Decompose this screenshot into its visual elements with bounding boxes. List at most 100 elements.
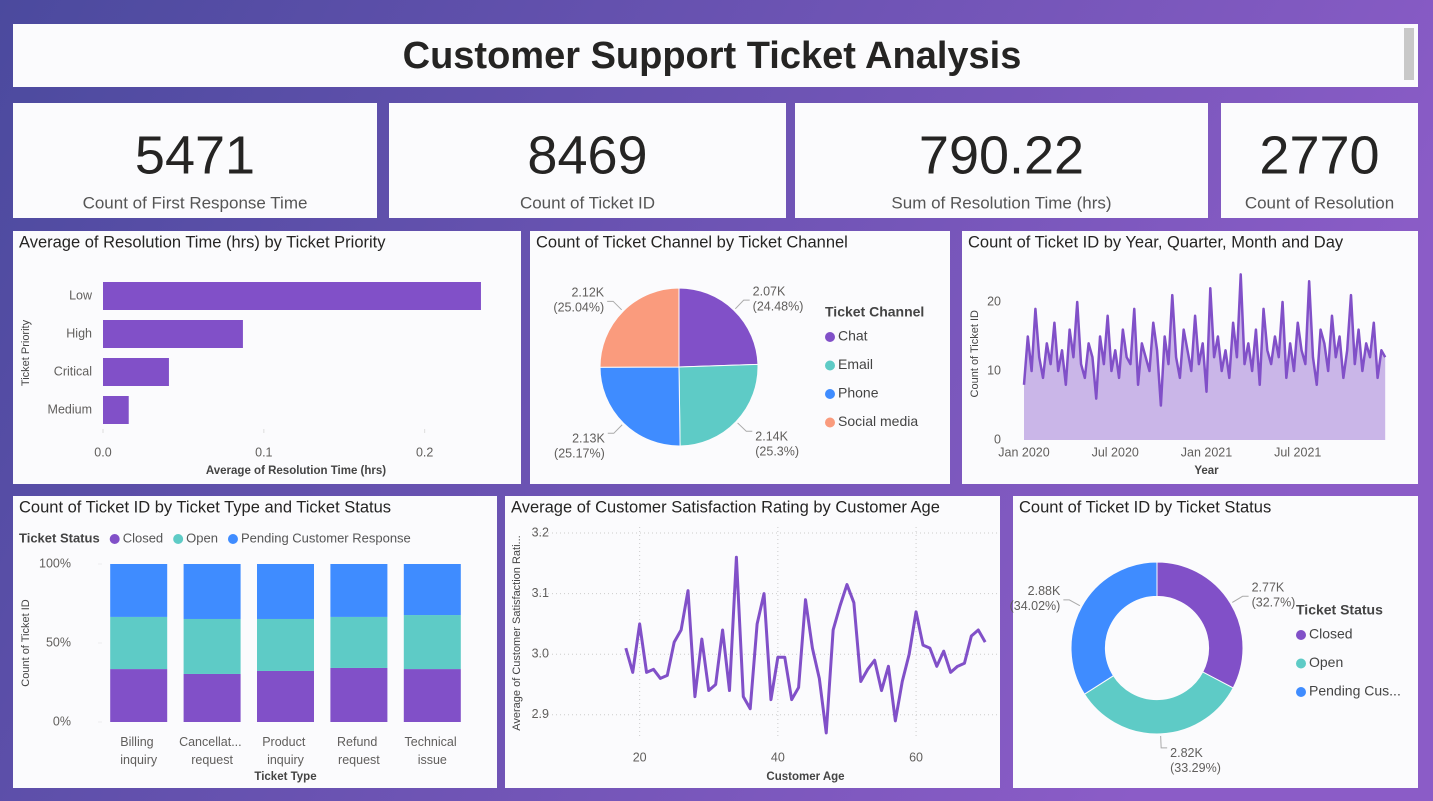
legend-label: Closed [1309, 626, 1353, 642]
bar-segment [403, 564, 461, 616]
data-label: 2.88K [1028, 584, 1061, 598]
y-tick-label: High [66, 326, 92, 340]
kpi-value: 2770 [1259, 125, 1379, 185]
legend-title: Ticket Channel [825, 304, 924, 320]
x-tick-label: Jul 2021 [1274, 445, 1321, 459]
kpi-label: Count of First Response Time [83, 193, 308, 212]
legend-marker [825, 332, 835, 342]
title-panel [13, 24, 1418, 87]
y-tick-label: 0 [994, 432, 1001, 446]
bar [103, 282, 481, 310]
data-label: (25.04%) [553, 301, 604, 315]
chart-title: Count of Ticket ID by Ticket Type and Ti… [19, 498, 391, 516]
bar-segment [257, 670, 314, 722]
chart-panel [13, 231, 521, 484]
y-tick-label: 10 [987, 363, 1001, 377]
bar-segment [183, 564, 241, 619]
bar-segment [110, 616, 168, 670]
scrollbar[interactable] [1404, 28, 1414, 80]
kpi-card [1221, 103, 1418, 218]
y-tick-label: 0% [53, 714, 71, 728]
legend-title: Ticket Status [1296, 602, 1383, 618]
pie-slice [678, 363, 759, 447]
legend-label: Chat [838, 328, 868, 344]
pie-slice [1070, 561, 1158, 695]
leader-line [607, 424, 623, 434]
bar [103, 396, 129, 424]
chart-panel [505, 496, 1000, 788]
data-label: 2.14K [755, 430, 788, 444]
x-tick-label: 0.1 [255, 445, 272, 459]
y-tick-label: Low [69, 288, 93, 302]
x-tick-label: 40 [771, 750, 785, 764]
legend-marker [1296, 658, 1306, 669]
bar-segment [257, 618, 314, 671]
y-axis-label: Count of Ticket ID [969, 310, 981, 397]
kpi-card [13, 103, 377, 218]
x-tick-label: Jan 2020 [998, 445, 1049, 459]
x-tick-label: Cancellat... request [179, 735, 245, 767]
x-tick-label: Jan 2021 [1181, 445, 1232, 459]
bar-segment [330, 564, 388, 617]
legend-title: Ticket Status [19, 530, 100, 545]
kpi-value: 5471 [135, 125, 255, 185]
chart-title: Average of Resolution Time (hrs) by Tick… [19, 233, 386, 251]
legend-marker [825, 360, 835, 371]
data-label: 2.13K [572, 432, 605, 446]
x-tick-label: Jul 2020 [1092, 445, 1139, 459]
x-tick-label: Product inquiry [262, 735, 309, 767]
pie-slice [599, 287, 680, 368]
area [1024, 274, 1386, 440]
legend-label: Pending Cus... [1309, 683, 1401, 699]
data-label: (33.29%) [1170, 761, 1221, 775]
legend-marker [173, 534, 184, 544]
kpi-label: Count of Resolution [1245, 193, 1394, 212]
x-tick-label: 0.2 [416, 445, 433, 459]
y-tick-label: 2.9 [532, 707, 549, 721]
x-tick-label: 60 [909, 750, 923, 764]
data-label: (32.7%) [1252, 596, 1296, 610]
legend-marker [1296, 630, 1306, 640]
leader-line [737, 422, 753, 432]
y-tick-label: 3.1 [532, 586, 549, 600]
leader-line [734, 299, 750, 310]
x-axis-label: Ticket Type [254, 771, 316, 783]
y-tick-label: Critical [54, 364, 92, 378]
x-axis-label: Average of Resolution Time (hrs) [206, 465, 386, 477]
data-label: (25.3%) [755, 445, 799, 459]
line [1022, 273, 1387, 407]
legend-marker [109, 534, 120, 544]
data-label: 2.77K [1252, 581, 1285, 595]
data-label: 2.82K [1170, 746, 1203, 760]
chart-title: Count of Ticket ID by Ticket Status [1019, 498, 1271, 516]
legend-label: Email [838, 356, 873, 372]
x-axis-label: Customer Age [766, 771, 844, 783]
legend-label: Closed [123, 530, 163, 545]
legend-marker [1296, 687, 1306, 697]
x-tick-label: Refund request [337, 735, 381, 767]
bar-segment [403, 615, 461, 670]
x-tick-label: Billing inquiry [120, 735, 158, 767]
data-label: (34.02%) [1010, 599, 1061, 613]
page-title: Customer Support Ticket Analysis [403, 35, 1022, 77]
legend-marker [227, 534, 238, 544]
pie-slice [678, 287, 759, 368]
leader-line [1232, 595, 1249, 603]
bar-segment [330, 616, 388, 668]
kpi-card [389, 103, 786, 218]
bar-segment [403, 669, 461, 722]
data-label: (24.48%) [753, 299, 804, 313]
bar-segment [183, 618, 241, 674]
x-axis-label: Year [1194, 465, 1219, 477]
y-tick-label: 50% [46, 635, 71, 649]
x-tick-label: 20 [633, 750, 647, 764]
kpi-value: 790.22 [919, 125, 1084, 185]
data-label: 2.12K [571, 286, 604, 300]
y-tick-label: 3.2 [532, 525, 549, 539]
y-tick-label: Medium [48, 402, 92, 416]
chart-title: Average of Customer Satisfaction Rating … [511, 498, 940, 516]
leader-line [607, 300, 622, 311]
kpi-label: Count of Ticket ID [520, 193, 655, 212]
legend-label: Open [1309, 654, 1343, 670]
